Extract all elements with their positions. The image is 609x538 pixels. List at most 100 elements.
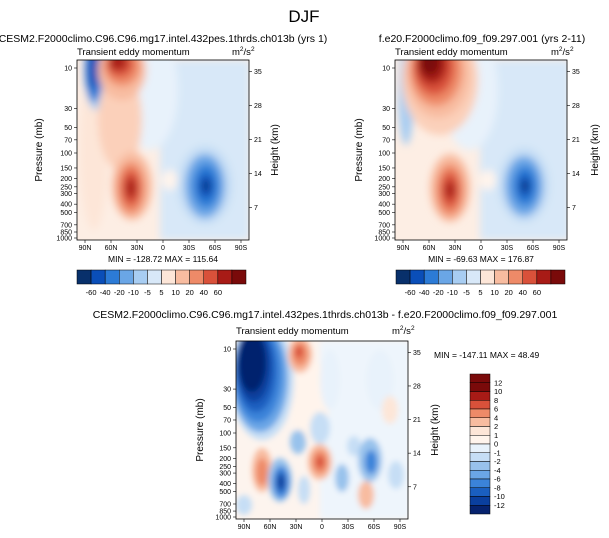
panel-1-colorbar-swatch bbox=[119, 269, 134, 285]
panel-2-ylabel-right: Height (km) bbox=[590, 124, 601, 176]
panel-3-ylabel: Pressure (mb) bbox=[195, 398, 206, 461]
panel-3-height-tick-label: 28 bbox=[413, 383, 421, 390]
panel-1-colorbar-label: -20 bbox=[114, 288, 125, 297]
panel-1-units: m2/s2 bbox=[232, 46, 255, 58]
panel-2-ytick-label: 400 bbox=[378, 202, 390, 209]
panel-3-height-tick-label: 14 bbox=[413, 451, 421, 458]
panel-2-colorbar-swatch bbox=[438, 269, 453, 285]
panel-1-ytick-label: 100 bbox=[60, 151, 72, 158]
panel-3-colorbar-label: -12 bbox=[494, 501, 505, 510]
panel-1-colorbar-swatch bbox=[104, 269, 120, 285]
panel-1-ytick-label: 70 bbox=[64, 137, 72, 144]
panel-3-colorbar-swatch bbox=[469, 373, 491, 383]
panel-3-colorbar-swatch bbox=[469, 382, 491, 392]
panel-1-xtick-label: 30S bbox=[183, 245, 196, 252]
panel-3-ytick-label: 850 bbox=[219, 509, 231, 516]
panel-2-xtick-label: 60S bbox=[527, 245, 540, 252]
panel-1-colorbar-swatch bbox=[175, 269, 190, 285]
panel-1-height-tick-label: 28 bbox=[254, 103, 262, 110]
panel-1-ytick-label: 50 bbox=[64, 125, 72, 132]
panel-3-colorbar-label: 6 bbox=[494, 405, 498, 414]
panel-3-xtick-label: 60S bbox=[368, 524, 381, 531]
panel-3-colorbar-swatch bbox=[469, 470, 491, 480]
panel-2-colorbar-swatch bbox=[536, 269, 552, 285]
panel-2-height-tick-label: 7 bbox=[572, 205, 576, 212]
panel-2-colorbar-label: 40 bbox=[519, 288, 527, 297]
panel-3-stats: MIN = -147.11 MAX = 48.49 bbox=[434, 350, 539, 360]
panel-1-xtick-label: 0 bbox=[161, 245, 165, 252]
panel-3-ytick-label: 70 bbox=[223, 417, 231, 424]
panel-3-subtitle: Transient eddy momentum bbox=[236, 326, 349, 337]
panel-2-ytick-label: 1000 bbox=[374, 236, 390, 243]
panel-1-ytick-label: 10 bbox=[64, 66, 72, 73]
panel-2-colorbar-swatch bbox=[508, 269, 523, 285]
panel-1-case-title: CESM2.F2000climo.C96.C96.mg17.intel.432p… bbox=[0, 33, 327, 45]
panel-3-case-title: CESM2.F2000climo.C96.C96.mg17.intel.432p… bbox=[93, 309, 558, 321]
panel-3-units: m2/s2 bbox=[392, 325, 415, 337]
panel-1-colorbar-label: 40 bbox=[200, 288, 208, 297]
panel-1-colorbar-swatch bbox=[147, 269, 162, 285]
panel-1-colorbar-swatch bbox=[231, 269, 247, 285]
panel-2-colorbar-swatch bbox=[452, 269, 467, 285]
panel-2-height-tick-label: 21 bbox=[572, 137, 580, 144]
panel-3-ytick-label: 50 bbox=[223, 405, 231, 412]
panel-1-colorbar-swatch bbox=[76, 269, 92, 285]
panel-2-height-tick-label: 14 bbox=[572, 171, 580, 178]
panel-3-height-tick-label: 21 bbox=[413, 417, 421, 424]
panel-3-xtick-label: 60N bbox=[264, 524, 277, 531]
panel-2-colorbar-label: 60 bbox=[533, 288, 541, 297]
panel-1-ytick-label: 30 bbox=[64, 106, 72, 113]
panel-2-stats: MIN = -69.63 MAX = 176.87 bbox=[428, 254, 534, 264]
panel-3-colorbar-swatch bbox=[469, 408, 491, 418]
panel-3-xtick-label: 90S bbox=[394, 524, 407, 531]
panel-1-ytick-label: 850 bbox=[60, 230, 72, 237]
panel-1-colorbar-swatch bbox=[133, 269, 148, 285]
panel-3-xtick-label: 0 bbox=[320, 524, 324, 531]
panel-1-colorbar-label: -10 bbox=[128, 288, 139, 297]
panel-1-ytick-label: 150 bbox=[60, 165, 72, 172]
panel-3-colorbar-label: 10 bbox=[494, 387, 502, 396]
panel-3-colorbar-label: 1 bbox=[494, 431, 498, 440]
panel-3-xtick-label: 30N bbox=[290, 524, 303, 531]
panel-3-colorbar-swatch bbox=[469, 487, 491, 497]
panel-3-ytick-label: 100 bbox=[219, 431, 231, 438]
panel-1-stats: MIN = -128.72 MAX = 115.64 bbox=[108, 254, 218, 264]
panel-2-colorbar-label: -60 bbox=[405, 288, 416, 297]
panel-3-field bbox=[236, 341, 408, 519]
panel-2-colorbar-label: -40 bbox=[419, 288, 430, 297]
panel-3-colorbar-label: 2 bbox=[494, 422, 498, 431]
panel-1-colorbar-label: 10 bbox=[171, 288, 179, 297]
panel-3-colorbar-label: -8 bbox=[494, 483, 501, 492]
panel-1-xtick-label: 90S bbox=[235, 245, 248, 252]
panel-3-ytick-label: 150 bbox=[219, 445, 231, 452]
panel-2-colorbar-swatch bbox=[494, 269, 509, 285]
panel-2: f.e20.F2000climo.f09_f09.297.001 (yrs 2-… bbox=[354, 33, 601, 297]
panel-2-colorbar-label: -5 bbox=[463, 288, 470, 297]
panel-2-subtitle: Transient eddy momentum bbox=[395, 47, 508, 58]
panel-3-colorbar-label: -1 bbox=[494, 448, 501, 457]
panel-2-field bbox=[395, 60, 567, 240]
page-title: DJF bbox=[288, 7, 319, 26]
panel-1-height-tick-label: 21 bbox=[254, 137, 262, 144]
panel-3-xtick-label: 90N bbox=[238, 524, 251, 531]
panel-2-colorbar-swatch bbox=[550, 269, 566, 285]
panel-2-ytick-label: 700 bbox=[378, 222, 390, 229]
panel-2-ytick-label: 250 bbox=[378, 184, 390, 191]
panel-1-ytick-label: 700 bbox=[60, 222, 72, 229]
panel-2-ytick-label: 50 bbox=[382, 125, 390, 132]
panel-2-ytick-label: 150 bbox=[378, 165, 390, 172]
panel-1-field bbox=[77, 60, 249, 240]
panel-1-colorbar-label: -60 bbox=[86, 288, 97, 297]
panel-1-ytick-label: 250 bbox=[60, 184, 72, 191]
panel-2-xtick-label: 60N bbox=[423, 245, 436, 252]
panel-2-xtick-label: 30S bbox=[501, 245, 514, 252]
panel-3-colorbar-label: -4 bbox=[494, 466, 501, 475]
panel-1-colorbar-swatch bbox=[217, 269, 233, 285]
panel-2-colorbar-swatch bbox=[466, 269, 481, 285]
panel-1-colorbar-swatch bbox=[161, 269, 176, 285]
panel-3-ytick-label: 500 bbox=[219, 489, 231, 496]
panel-3-ytick-label: 1000 bbox=[215, 515, 231, 522]
panel-3-colorbar-label: -6 bbox=[494, 475, 501, 484]
panel-1-height-tick-label: 35 bbox=[254, 69, 262, 76]
